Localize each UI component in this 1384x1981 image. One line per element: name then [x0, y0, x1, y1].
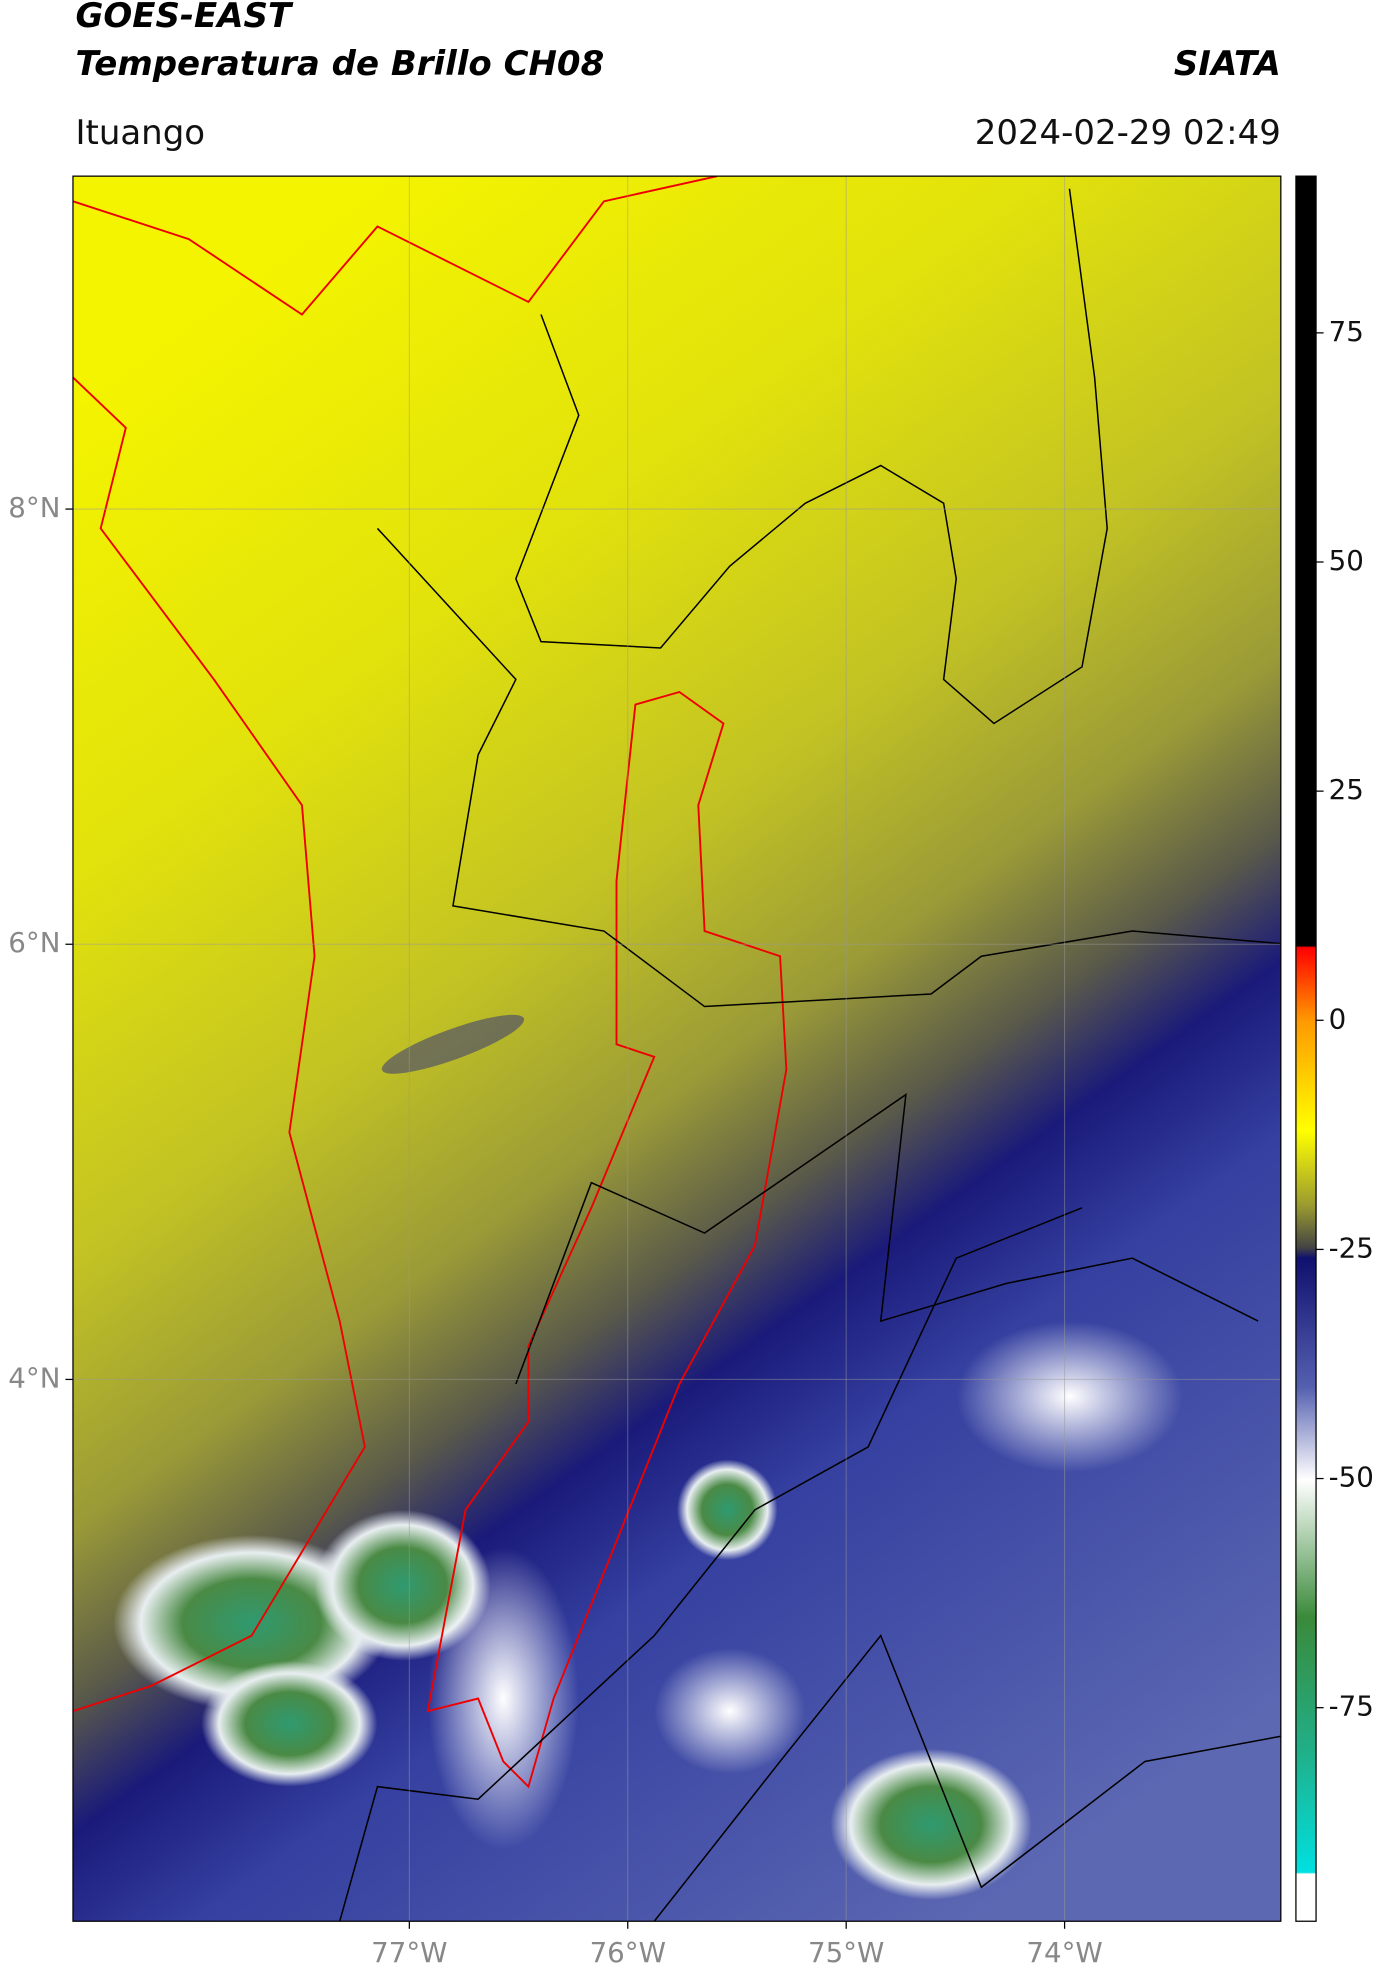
colorbar-tick-label: 75 — [1329, 315, 1364, 348]
satellite-title: GOES-EAST — [75, 0, 293, 36]
x-tick-label: 75°W — [808, 1936, 884, 1969]
colorbar-tick-label: -25 — [1329, 1231, 1374, 1264]
colorbar-tick-label: 50 — [1329, 544, 1364, 577]
map-grid — [72, 176, 1281, 1922]
x-tick-label: 76°W — [590, 1936, 666, 1969]
map-frame — [72, 175, 1282, 1922]
y-tick-label: 8°N — [8, 491, 60, 524]
colorbar-tick-label: 0 — [1329, 1002, 1347, 1035]
map-image — [72, 176, 1281, 1922]
datetime: 2024-02-29 02:49 — [975, 113, 1281, 153]
product-title: Temperatura de Brillo CH08 — [75, 44, 604, 84]
agency: SIATA — [1174, 44, 1281, 84]
colorbar-tick-label: -50 — [1329, 1461, 1374, 1494]
colorbar-tick-label: -75 — [1329, 1690, 1374, 1723]
colorbar-tick-label: 25 — [1329, 773, 1364, 806]
colorbar — [1295, 175, 1317, 1922]
x-tick-label: 77°W — [371, 1936, 447, 1969]
y-tick-label: 4°N — [8, 1361, 60, 1394]
x-tick-label: 74°W — [1026, 1936, 1102, 1969]
y-tick-label: 6°N — [8, 926, 60, 959]
location: Ituango — [75, 113, 205, 153]
